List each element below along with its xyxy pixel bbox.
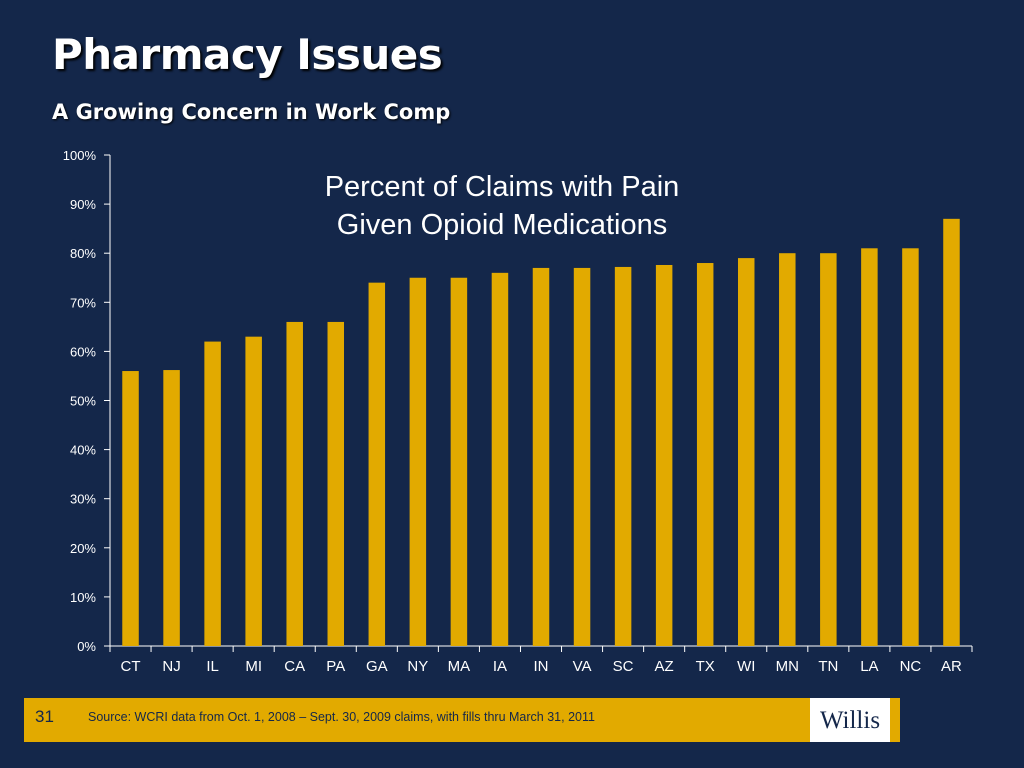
y-tick-label: 10% xyxy=(70,590,96,605)
chart-title: Percent of Claims with Pain Given Opioid … xyxy=(325,171,680,241)
bar-ia xyxy=(491,272,509,646)
bar-tn xyxy=(820,253,837,646)
y-tick-label: 30% xyxy=(70,492,96,507)
bar-ar xyxy=(943,218,960,646)
x-tick-label-pa: PA xyxy=(326,658,345,675)
bar-ny xyxy=(409,277,427,646)
x-tick-label-sc: SC xyxy=(613,658,634,675)
bar-wi xyxy=(737,258,755,646)
chart-title-line-2: Given Opioid Medications xyxy=(337,209,667,241)
y-tick-label: 90% xyxy=(70,197,96,212)
x-tick-label-la: LA xyxy=(860,658,878,675)
bar-ct xyxy=(122,371,139,646)
x-tick-label-in: IN xyxy=(534,658,549,675)
source-note: Source: WCRI data from Oct. 1, 2008 – Se… xyxy=(88,710,595,724)
bar-tx xyxy=(696,263,714,646)
x-tick-label-ga: GA xyxy=(366,658,388,675)
slide-number: 31 xyxy=(35,707,54,726)
x-tick-label-va: VA xyxy=(573,658,592,675)
y-tick-label: 0% xyxy=(77,639,96,654)
bar-va xyxy=(573,267,591,646)
bars xyxy=(122,218,960,647)
opioid-claims-bar-chart: Percent of Claims with Pain Given Opioid … xyxy=(63,148,973,675)
y-tick-label: 100% xyxy=(63,148,97,163)
chart-title-line-1: Percent of Claims with Pain xyxy=(325,171,680,203)
y-axis: 0% 10% 20% 30% 40% 50% 60% 70% 80% 90% 100% xyxy=(63,148,111,654)
bar-ca xyxy=(286,321,303,646)
x-tick-label-mn: MN xyxy=(776,658,799,675)
bar-pa xyxy=(327,321,345,646)
y-tick-label: 60% xyxy=(70,344,96,359)
slide-subtitle: A Growing Concern in Work Comp xyxy=(52,100,451,124)
bar-nc xyxy=(902,248,919,647)
willis-logo: Willis xyxy=(810,698,890,742)
x-tick-label-ia: IA xyxy=(493,658,507,675)
y-tick-label: 70% xyxy=(70,295,96,310)
y-tick-label: 50% xyxy=(70,394,96,409)
x-tick-label-nc: NC xyxy=(900,658,922,675)
logo-text: Willis xyxy=(819,706,881,734)
x-tick-label-mi: MI xyxy=(245,658,262,675)
footer-bar xyxy=(24,698,900,742)
slide-title: Pharmacy Issues xyxy=(52,30,443,79)
bar-mn xyxy=(779,253,796,646)
x-tick-label-ny: NY xyxy=(407,658,428,675)
bar-nj xyxy=(163,370,180,646)
x-tick-label-wi: WI xyxy=(737,658,755,675)
x-tick-label-nj: NJ xyxy=(162,658,180,675)
x-axis: CT NJ IL MI CA PA GA NY MA IA IN VA SC AZ TX WI MN TN LA NC… xyxy=(109,645,973,675)
x-tick-label-ca: CA xyxy=(284,658,305,675)
bar-mi xyxy=(245,336,262,646)
bar-ga xyxy=(368,282,386,646)
bar-az xyxy=(655,264,673,646)
x-tick-label-il: IL xyxy=(206,658,219,675)
bar-ma xyxy=(450,277,468,646)
x-tick-label-tn: TN xyxy=(818,658,838,675)
x-tick-label-ma: MA xyxy=(448,658,471,675)
x-tick-label-ct: CT xyxy=(121,658,141,675)
x-tick-label-tx: TX xyxy=(696,658,715,675)
x-tick-label-az: AZ xyxy=(655,658,674,675)
x-tick-label-ar: AR xyxy=(941,658,962,675)
bar-la xyxy=(861,248,878,647)
bar-in xyxy=(532,267,550,646)
bar-sc xyxy=(614,266,632,646)
y-tick-label: 80% xyxy=(70,246,96,261)
y-tick-label: 20% xyxy=(70,541,96,556)
bar-il xyxy=(204,341,221,646)
y-tick-label: 40% xyxy=(70,443,96,458)
